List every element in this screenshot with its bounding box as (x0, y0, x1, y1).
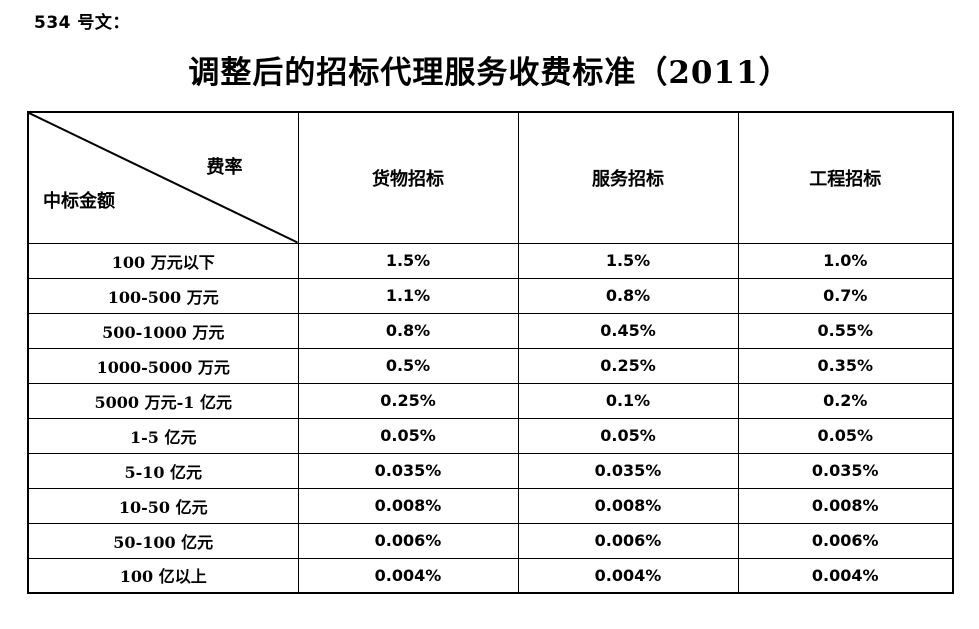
row-label: 5000 万元-1 亿元 (27, 382, 299, 419)
cell-value: 0.008% (297, 487, 519, 524)
cell-value: 0.8% (297, 312, 519, 349)
cell-value: 0.25% (297, 382, 519, 419)
table-row: 1-5 亿元 0.05% 0.05% 0.05% (27, 417, 954, 454)
cell-value: 0.035% (737, 452, 954, 489)
table-row: 10-50 亿元 0.008% 0.008% 0.008% (27, 487, 954, 524)
cell-value: 0.55% (737, 312, 954, 349)
row-label: 500-1000 万元 (27, 312, 299, 349)
row-label: 100-500 万元 (27, 277, 299, 314)
cell-value: 1.1% (297, 277, 519, 314)
table-row: 1000-5000 万元 0.5% 0.25% 0.35% (27, 347, 954, 384)
cell-value: 1.5% (297, 242, 519, 279)
cell-value: 0.006% (737, 522, 954, 559)
row-label: 100 亿以上 (27, 557, 299, 594)
row-label: 1000-5000 万元 (27, 347, 299, 384)
corner-label-rate: 费率 (206, 157, 243, 178)
table-header-row: 费率 中标金额 货物招标 服务招标 工程招标 (27, 111, 954, 244)
row-label: 5-10 亿元 (27, 452, 299, 489)
diagonal-divider-line (29, 113, 298, 243)
cell-value: 0.7% (737, 277, 954, 314)
row-label: 10-50 亿元 (27, 487, 299, 524)
cell-value: 0.25% (517, 347, 739, 384)
cell-value: 0.05% (517, 417, 739, 454)
row-label: 50-100 亿元 (27, 522, 299, 559)
column-header-works: 工程招标 (737, 111, 954, 244)
cell-value: 0.035% (297, 452, 519, 489)
column-header-service: 服务招标 (517, 111, 739, 244)
table-row: 5000 万元-1 亿元 0.25% 0.1% 0.2% (27, 382, 954, 419)
table-row: 50-100 亿元 0.006% 0.006% 0.006% (27, 522, 954, 559)
cell-value: 0.006% (297, 522, 519, 559)
doc-number-label: 534 号文： (34, 13, 130, 33)
cell-value: 0.2% (737, 382, 954, 419)
cell-value: 0.004% (737, 557, 954, 594)
cell-value: 0.35% (737, 347, 954, 384)
column-header-goods: 货物招标 (297, 111, 519, 244)
cell-value: 0.008% (517, 487, 739, 524)
cell-value: 1.5% (517, 242, 739, 279)
corner-label-amount: 中标金额 (43, 191, 115, 212)
cell-value: 0.45% (517, 312, 739, 349)
cell-value: 0.004% (297, 557, 519, 594)
table-row: 100 亿以上 0.004% 0.004% 0.004% (27, 557, 954, 594)
fee-standard-table: 费率 中标金额 货物招标 服务招标 工程招标 100 万元以下 1.5% 1.5… (27, 111, 954, 594)
cell-value: 0.008% (737, 487, 954, 524)
table-row: 5-10 亿元 0.035% 0.035% 0.035% (27, 452, 954, 489)
cell-value: 0.006% (517, 522, 739, 559)
cell-value: 0.1% (517, 382, 739, 419)
row-label: 1-5 亿元 (27, 417, 299, 454)
page-title: 调整后的招标代理服务收费标准（2011） (188, 55, 791, 91)
cell-value: 0.035% (517, 452, 739, 489)
cell-value: 0.5% (297, 347, 519, 384)
table-row: 100-500 万元 1.1% 0.8% 0.7% (27, 277, 954, 314)
cell-value: 0.05% (737, 417, 954, 454)
corner-header-cell: 费率 中标金额 (27, 111, 299, 244)
table-row: 100 万元以下 1.5% 1.5% 1.0% (27, 242, 954, 279)
cell-value: 0.8% (517, 277, 739, 314)
cell-value: 0.004% (517, 557, 739, 594)
table-row: 500-1000 万元 0.8% 0.45% 0.55% (27, 312, 954, 349)
cell-value: 0.05% (297, 417, 519, 454)
row-label: 100 万元以下 (27, 242, 299, 279)
cell-value: 1.0% (737, 242, 954, 279)
